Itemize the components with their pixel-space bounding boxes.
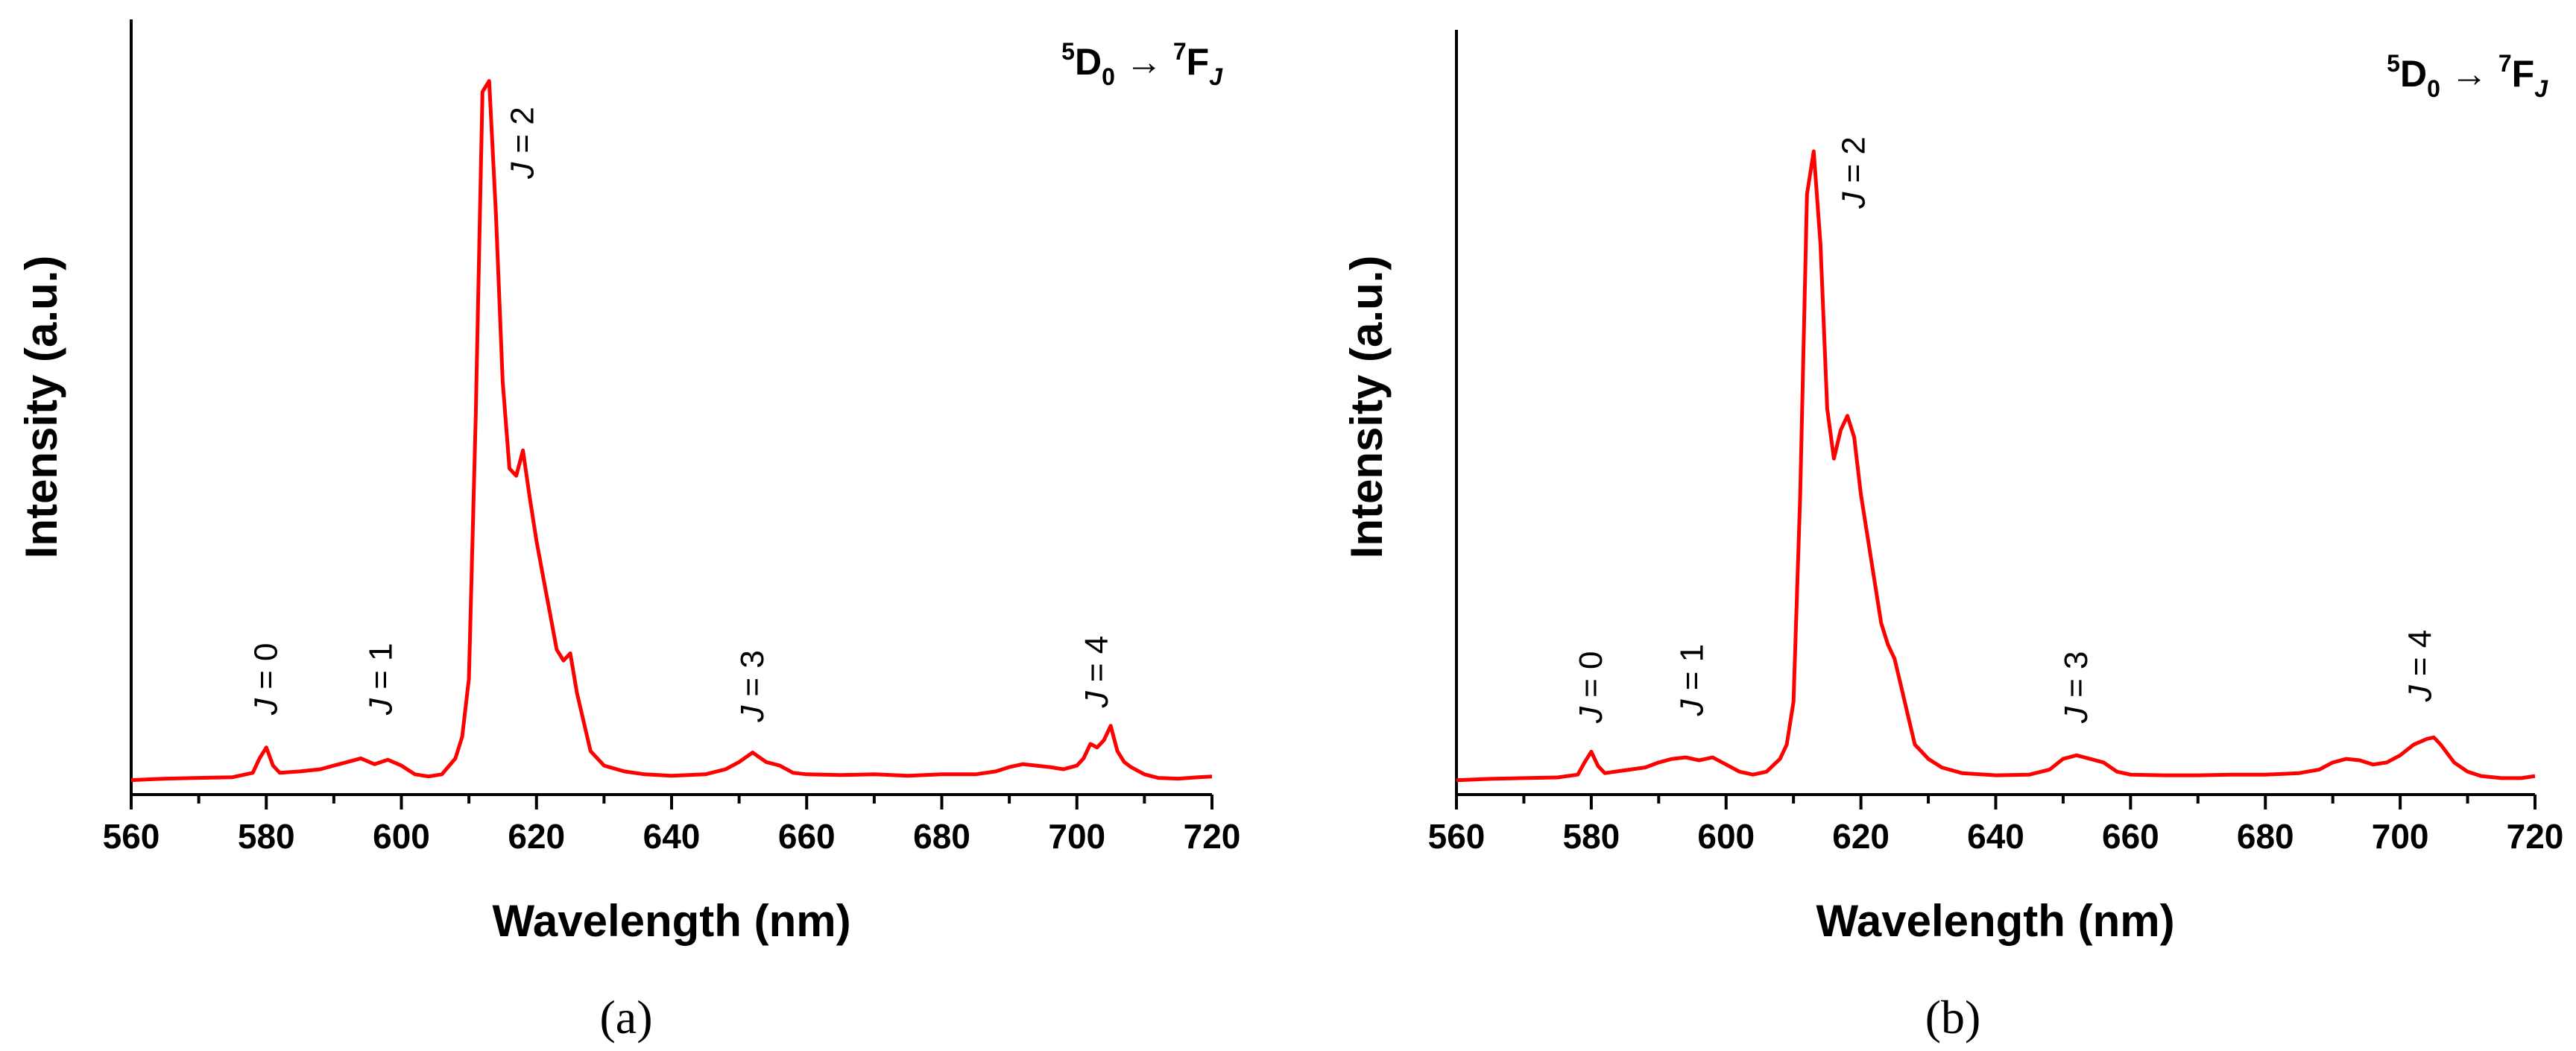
transition-annotations: J = 0 J = 1 J = 2 J = 3 J = 4 — [1573, 136, 2438, 724]
x-tick-label: 700 — [2372, 817, 2429, 856]
x-tick-labels: 560 580 600 620 640 660 680 700 720 — [1428, 817, 2564, 856]
y-axis-title: Intensity (a.u.) — [16, 256, 66, 559]
emission-line — [130, 79, 1213, 783]
panel-caption: (b) — [1925, 991, 1981, 1044]
x-ticks — [1455, 795, 2536, 809]
transition-label: 5D0 → 7FJ — [1061, 38, 1223, 90]
x-tick-label: 680 — [913, 817, 970, 856]
x-tick-label: 600 — [1697, 817, 1755, 856]
x-tick-label: 560 — [103, 817, 160, 856]
x-tick-label: 580 — [238, 817, 295, 856]
panel-b: 560 580 600 620 640 660 680 700 720 J = 0J = 1J … — [1342, 30, 2563, 1044]
x-tick-labels: 560 580 600 620 640 660 680 700 720 — [103, 817, 1241, 856]
x-tick-label: 720 — [1184, 817, 1241, 856]
transition-annotation: J = 4 — [2402, 630, 2438, 703]
y-axis-title: Intensity (a.u.) — [1342, 256, 1392, 559]
x-tick-label: 660 — [778, 817, 836, 856]
x-axis-title: Wavelength (nm) — [1816, 896, 2174, 946]
panel-caption: (a) — [599, 991, 652, 1044]
transition-annotation: J = 1 — [362, 643, 399, 716]
x-tick-label: 560 — [1428, 817, 1486, 856]
x-tick-label: 580 — [1563, 817, 1620, 856]
transition-annotations: J = 0 J = 1 J = 2 J = 3 J = 4 — [247, 107, 1115, 723]
x-tick-label: 720 — [2507, 817, 2564, 856]
transition-annotation: J = 4 — [1079, 636, 1115, 709]
transition-annotation: J = 0 — [247, 643, 284, 716]
x-tick-label: 640 — [1967, 817, 2024, 856]
transition-label: 5D0 → 7FJ — [2387, 50, 2548, 102]
emission-line — [1456, 149, 2536, 783]
x-ticks — [130, 795, 1213, 809]
x-tick-label: 600 — [373, 817, 430, 856]
x-tick-label: 660 — [2102, 817, 2159, 856]
x-tick-label: 620 — [508, 817, 565, 856]
transition-annotation: J = 3 — [2058, 651, 2094, 724]
transition-annotation: J = 1 — [1674, 644, 1711, 717]
x-tick-label: 680 — [2237, 817, 2294, 856]
transition-annotation: J = 2 — [505, 107, 541, 180]
transition-annotation: J = 2 — [1836, 136, 1872, 209]
x-tick-label: 640 — [643, 817, 701, 856]
x-tick-label: 620 — [1832, 817, 1890, 856]
transition-annotation: J = 0 — [1573, 651, 1609, 724]
transition-annotation: J = 3 — [734, 650, 771, 723]
x-axis-title: Wavelength (nm) — [492, 896, 850, 946]
panel-a: 560 580 600 620 640 660 680 700 720 J = 0J = 1J … — [16, 19, 1240, 1044]
x-tick-label: 700 — [1048, 817, 1105, 856]
